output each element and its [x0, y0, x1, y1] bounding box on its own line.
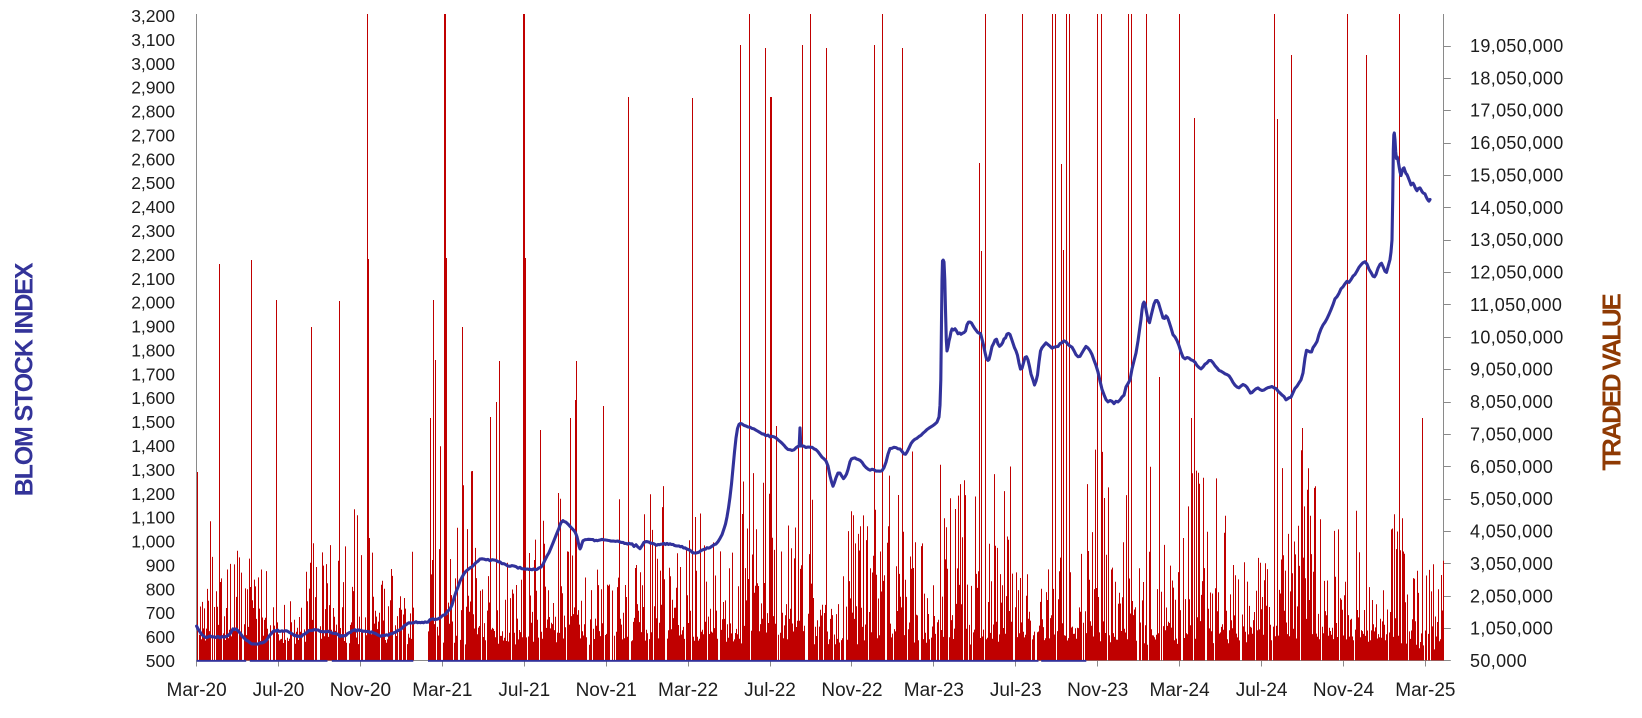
- svg-text:14,050,000: 14,050,000: [1470, 198, 1564, 218]
- svg-text:2,100: 2,100: [131, 269, 175, 289]
- svg-text:BLOM STOCK INDEX: BLOM STOCK INDEX: [11, 262, 39, 496]
- svg-text:Mar-25: Mar-25: [1395, 680, 1455, 701]
- svg-text:1,500: 1,500: [131, 412, 175, 432]
- svg-text:2,400: 2,400: [131, 197, 175, 217]
- svg-text:Nov-24: Nov-24: [1313, 680, 1375, 701]
- svg-text:2,200: 2,200: [131, 245, 175, 265]
- svg-text:16,050,000: 16,050,000: [1470, 133, 1564, 153]
- svg-text:13,050,000: 13,050,000: [1470, 230, 1564, 250]
- svg-text:8,050,000: 8,050,000: [1470, 392, 1553, 412]
- svg-text:19,050,000: 19,050,000: [1470, 36, 1564, 56]
- svg-text:17,050,000: 17,050,000: [1470, 101, 1564, 121]
- svg-text:15,050,000: 15,050,000: [1470, 166, 1564, 186]
- svg-text:2,600: 2,600: [131, 149, 175, 169]
- svg-text:1,700: 1,700: [131, 364, 175, 384]
- svg-text:900: 900: [146, 555, 175, 575]
- svg-text:Mar-24: Mar-24: [1150, 680, 1211, 701]
- svg-text:2,800: 2,800: [131, 102, 175, 122]
- svg-text:4,050,000: 4,050,000: [1470, 522, 1553, 542]
- svg-text:Mar-21: Mar-21: [412, 680, 472, 701]
- svg-text:Jul-20: Jul-20: [253, 680, 305, 701]
- svg-text:11,050,000: 11,050,000: [1470, 295, 1562, 315]
- svg-text:3,200: 3,200: [131, 6, 175, 26]
- svg-text:Nov-23: Nov-23: [1067, 680, 1128, 701]
- svg-text:1,900: 1,900: [131, 317, 175, 337]
- svg-text:3,050,000: 3,050,000: [1470, 554, 1553, 574]
- svg-text:2,050,000: 2,050,000: [1470, 586, 1553, 606]
- svg-text:3,100: 3,100: [131, 30, 175, 50]
- svg-text:Mar-20: Mar-20: [167, 680, 227, 701]
- svg-text:2,900: 2,900: [131, 78, 175, 98]
- svg-text:3,000: 3,000: [131, 54, 175, 74]
- svg-text:10,050,000: 10,050,000: [1470, 327, 1564, 347]
- svg-text:Jul-24: Jul-24: [1236, 680, 1288, 701]
- svg-text:800: 800: [146, 579, 175, 599]
- svg-text:5,050,000: 5,050,000: [1470, 489, 1553, 509]
- svg-text:2,500: 2,500: [131, 173, 175, 193]
- svg-text:700: 700: [146, 603, 175, 623]
- svg-text:Mar-23: Mar-23: [904, 680, 964, 701]
- svg-text:Jul-22: Jul-22: [744, 680, 796, 701]
- svg-text:600: 600: [146, 627, 175, 647]
- svg-text:7,050,000: 7,050,000: [1470, 424, 1553, 444]
- svg-text:1,050,000: 1,050,000: [1470, 619, 1553, 639]
- svg-text:1,100: 1,100: [131, 508, 175, 528]
- svg-text:18,050,000: 18,050,000: [1470, 68, 1564, 88]
- svg-text:1,000: 1,000: [131, 532, 175, 552]
- svg-text:500: 500: [146, 651, 175, 671]
- svg-text:Nov-22: Nov-22: [821, 680, 882, 701]
- svg-text:12,050,000: 12,050,000: [1470, 263, 1564, 283]
- svg-text:TRADED VALUE: TRADED VALUE: [1597, 293, 1627, 470]
- svg-text:1,200: 1,200: [131, 484, 175, 504]
- svg-text:1,800: 1,800: [131, 340, 175, 360]
- svg-text:Mar-22: Mar-22: [658, 680, 718, 701]
- svg-text:Jul-21: Jul-21: [498, 680, 550, 701]
- svg-text:Jul-23: Jul-23: [990, 680, 1042, 701]
- svg-text:1,300: 1,300: [131, 460, 175, 480]
- svg-text:1,600: 1,600: [131, 388, 175, 408]
- svg-text:50,000: 50,000: [1470, 651, 1527, 671]
- svg-text:9,050,000: 9,050,000: [1470, 360, 1553, 380]
- svg-text:2,700: 2,700: [131, 125, 175, 145]
- svg-text:Nov-20: Nov-20: [330, 680, 391, 701]
- svg-text:6,050,000: 6,050,000: [1470, 457, 1553, 477]
- svg-text:2,300: 2,300: [131, 221, 175, 241]
- svg-text:2,000: 2,000: [131, 293, 175, 313]
- svg-text:1,400: 1,400: [131, 436, 175, 456]
- svg-text:Nov-21: Nov-21: [576, 680, 637, 701]
